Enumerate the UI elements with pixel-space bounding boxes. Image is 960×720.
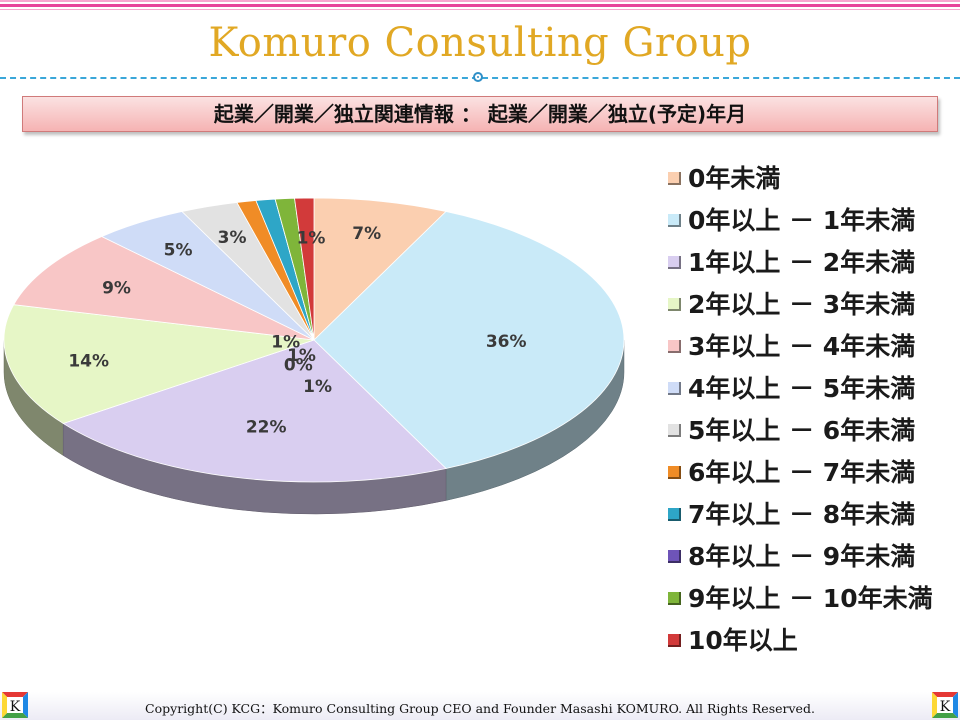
pie-slice — [313, 197, 447, 341]
legend-swatch — [668, 507, 681, 521]
legend-swatch — [668, 465, 681, 479]
legend-item: 6年以上 － 7年未満 — [668, 456, 933, 498]
legend-swatch — [668, 171, 681, 185]
legend-swatch — [668, 381, 681, 395]
legend-swatch — [668, 297, 681, 311]
legend-item: 3年以上 － 4年未満 — [668, 330, 933, 372]
pie-data-label: 22% — [246, 417, 287, 437]
pie-data-label: 36% — [486, 332, 527, 352]
pie-data-label: 1% — [287, 346, 316, 366]
legend-item: 0年未満 — [668, 162, 933, 204]
legend-label: 10年以上 — [688, 626, 798, 655]
footer-bar — [0, 692, 960, 720]
logo-letter: K — [10, 699, 21, 715]
pie-data-label: 9% — [102, 279, 131, 299]
pie-data-label: 1% — [271, 332, 300, 352]
legend-label: 0年未満 — [688, 164, 781, 193]
pie-data-label: 1% — [297, 228, 326, 248]
pie-tops — [3, 197, 625, 483]
pie-slice — [313, 211, 625, 469]
legend-swatch — [668, 213, 681, 227]
legend-label: 6年以上 － 7年未満 — [688, 458, 916, 487]
pie-chart: 7%36%22%14%9%5%3%1%1%0%1%1% — [3, 197, 625, 515]
legend-item: 2年以上 － 3年未満 — [668, 288, 933, 330]
pie-data-label: 1% — [303, 377, 332, 397]
pie-slice — [62, 339, 447, 483]
pie-slice — [3, 304, 315, 424]
legend-label: 8年以上 － 9年未満 — [688, 542, 916, 571]
pie-data-label: 14% — [68, 352, 109, 372]
legend-item: 9年以上 － 10年未満 — [668, 582, 933, 624]
legend-label: 3年以上 － 4年未満 — [688, 332, 916, 361]
copyright-text: Copyright(C) KCG：Komuro Consulting Group… — [145, 701, 815, 716]
logo-letter: K — [940, 699, 951, 715]
legend-swatch — [668, 549, 681, 563]
legend-item: 0年以上 － 1年未満 — [668, 204, 933, 246]
pie-slice — [13, 236, 315, 341]
legend-label: 1年以上 － 2年未満 — [688, 248, 916, 277]
legend-swatch — [668, 633, 681, 647]
slide-subtitle: 起業／開業／独立関連情報 ： 起業／開業／独立(予定)年月 — [22, 96, 938, 132]
legend-item: 1年以上 － 2年未満 — [668, 246, 933, 288]
divider-ornament-icon — [473, 72, 483, 82]
brand-title: Komuro Consulting Group — [208, 20, 752, 66]
pie-data-label: 5% — [164, 240, 193, 260]
legend-swatch — [668, 423, 681, 437]
legend-item: 10年以上 — [668, 624, 933, 666]
pie-data-labels: 7%36%22%14%9%5%3%1%1%0%1%1% — [68, 224, 526, 437]
pie-data-label: 7% — [352, 224, 381, 244]
legend-label: 7年以上 － 8年未満 — [688, 500, 916, 529]
legend-item: 5年以上 － 6年未満 — [668, 414, 933, 456]
pie-data-label: 0% — [284, 356, 313, 376]
legend-label: 0年以上 － 1年未満 — [688, 206, 916, 235]
legend-label: 4年以上 － 5年未満 — [688, 374, 916, 403]
kcg-logo-right: K — [932, 692, 958, 718]
kcg-logo-left: K — [2, 692, 28, 718]
top-decorative-stripe — [0, 0, 960, 12]
legend-item: 8年以上 － 9年未満 — [668, 540, 933, 582]
legend-swatch — [668, 339, 681, 353]
legend-swatch — [668, 255, 681, 269]
legend-item: 4年以上 － 5年未満 — [668, 372, 933, 414]
pie-data-label: 3% — [218, 228, 247, 248]
legend-label: 5年以上 － 6年未満 — [688, 416, 916, 445]
legend-label: 9年以上 － 10年未満 — [688, 584, 933, 613]
legend-item: 7年以上 － 8年未満 — [668, 498, 933, 540]
chart-legend: 0年未満 0年以上 － 1年未満 1年以上 － 2年未満 2年以上 － 3年未満 3年以… — [668, 162, 933, 666]
legend-label: 2年以上 － 3年未満 — [688, 290, 916, 319]
pie-slice — [294, 197, 315, 341]
legend-swatch — [668, 591, 681, 605]
